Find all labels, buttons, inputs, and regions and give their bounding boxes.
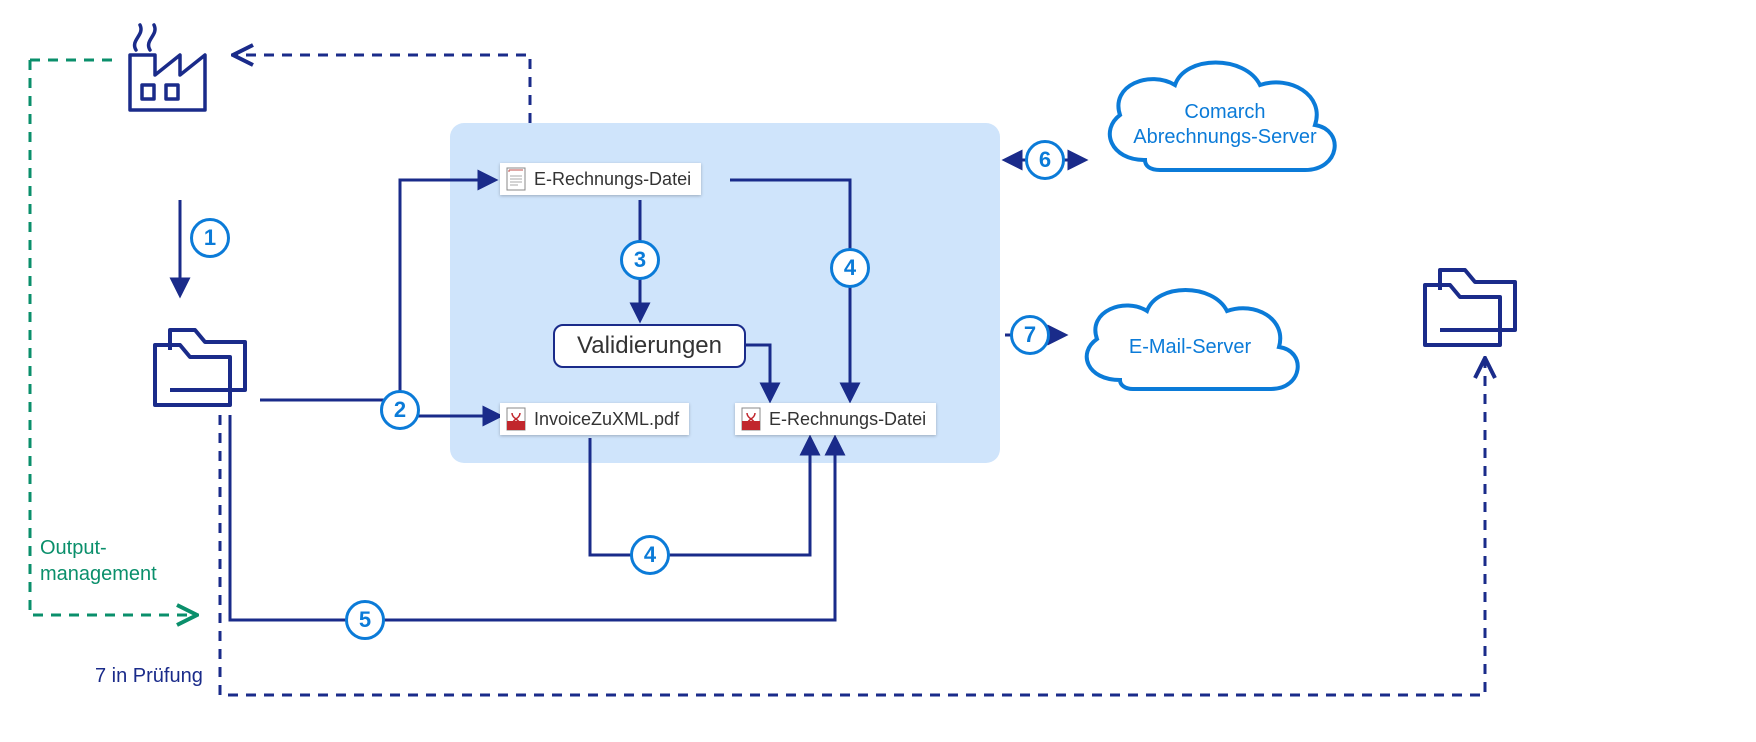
step-2: 2 [380, 390, 420, 430]
step-5: 5 [345, 600, 385, 640]
step-7: 7 [1010, 315, 1050, 355]
step-3: 3 [620, 240, 660, 280]
step-4-upper: 4 [830, 248, 870, 288]
dashed-return [235, 55, 530, 123]
pruefung-label: 7 in Prüfung [95, 665, 203, 688]
pdf-file-icon [741, 407, 761, 431]
factory-icon [130, 25, 205, 110]
folder-icon-left [155, 330, 245, 405]
pdf-file-icon [506, 407, 526, 431]
dashed-output-mgmt [30, 60, 195, 615]
file-label: E-Rechnungs-Datei [534, 169, 691, 190]
output-management-label: Output- management [40, 535, 157, 587]
validation-label: Validierungen [577, 332, 722, 359]
note-file-icon [506, 167, 526, 191]
cloud-comarch-label: Comarch Abrechnungs-Server [1120, 100, 1330, 150]
step-4-lower: 4 [630, 535, 670, 575]
file-label: InvoiceZuXML.pdf [534, 409, 679, 430]
step-6: 6 [1025, 140, 1065, 180]
cloud-email-label: E-Mail-Server [1095, 335, 1285, 360]
validation-box: Validierungen [553, 324, 746, 368]
file-invoice-pdf: InvoiceZuXML.pdf [500, 403, 689, 435]
file-label: E-Rechnungs-Datei [769, 409, 926, 430]
step-1: 1 [190, 218, 230, 258]
file-e-rechnung-pdf: E-Rechnungs-Datei [735, 403, 936, 435]
file-e-rechnung-top: E-Rechnungs-Datei [500, 163, 701, 195]
folder-icon-right [1425, 270, 1515, 345]
